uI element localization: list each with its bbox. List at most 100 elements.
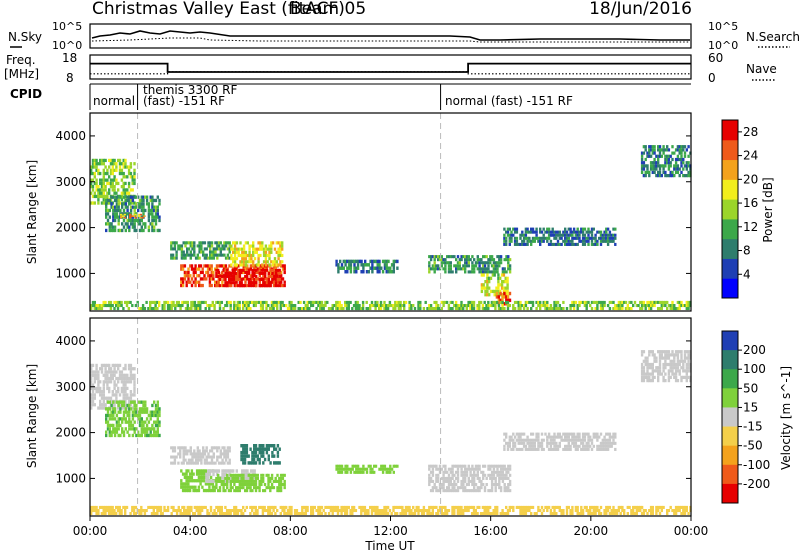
power-cell	[403, 304, 406, 308]
velocity-cell	[118, 363, 122, 368]
power-cell	[519, 233, 522, 237]
velocity-cell	[97, 390, 100, 394]
power-cell	[190, 304, 193, 308]
power-cell	[189, 241, 192, 245]
velocity-cell	[181, 482, 185, 486]
velocity-cell	[355, 464, 358, 468]
velocity-cell	[519, 512, 522, 516]
velocity-cell	[612, 509, 615, 513]
power-cell	[422, 307, 426, 311]
power-cell	[265, 307, 268, 311]
velocity-cell	[140, 512, 143, 516]
power-cell	[264, 260, 268, 264]
velocity-cell	[108, 396, 111, 400]
power-cell	[621, 300, 624, 304]
velocity-cell	[112, 413, 115, 418]
power-cell	[567, 227, 570, 231]
power-y-tick-label: 2000	[55, 221, 86, 235]
velocity-cell	[474, 489, 478, 493]
power-cell	[642, 174, 646, 178]
power-cell	[274, 278, 278, 282]
power-cell	[135, 228, 138, 233]
velocity-cell	[273, 454, 276, 458]
power-cell	[120, 168, 124, 172]
velocity-cell	[610, 441, 613, 445]
velocity-cell	[530, 438, 533, 442]
velocity-cell	[653, 353, 656, 357]
power-cell	[371, 263, 374, 267]
power-cell	[614, 307, 617, 311]
power-cell	[223, 253, 226, 257]
cpid-segment-themis: themis 3300 RF	[143, 83, 237, 97]
power-cell	[362, 270, 365, 274]
power-cell	[657, 170, 660, 175]
velocity-cell	[129, 376, 133, 381]
velocity-cell	[209, 505, 213, 509]
velocity-cell	[480, 470, 483, 474]
velocity-cell	[135, 427, 138, 431]
velocity-cell	[462, 479, 465, 483]
power-cell	[117, 222, 120, 226]
power-cell	[93, 175, 96, 179]
power-cell	[490, 264, 494, 268]
velocity-cell	[262, 473, 265, 477]
power-cell	[183, 270, 187, 275]
power-cell	[649, 145, 653, 149]
power-cell	[433, 307, 436, 311]
power-cell	[93, 171, 96, 176]
velocity-cell	[158, 420, 161, 424]
power-cell	[503, 291, 506, 296]
power-cell	[204, 307, 207, 311]
velocity-cell	[664, 359, 667, 363]
power-cell	[258, 274, 261, 278]
power-cell	[270, 247, 273, 251]
power-cell	[585, 230, 588, 234]
power-cell	[205, 256, 208, 260]
power-cell	[288, 300, 291, 304]
power-cell	[112, 218, 115, 223]
velocity-cell	[171, 461, 175, 465]
velocity-cell	[564, 444, 567, 448]
velocity-cell	[156, 423, 159, 428]
power-cell	[118, 171, 122, 176]
power-cell	[277, 300, 281, 304]
power-cell	[244, 260, 248, 264]
velocity-cell	[642, 375, 646, 380]
power-cell	[194, 267, 197, 271]
power-cell	[219, 250, 222, 254]
power-cell	[117, 188, 120, 192]
velocity-cell	[585, 447, 588, 451]
velocity-cell	[256, 486, 259, 490]
velocity-cell	[100, 367, 104, 371]
velocity-cell	[202, 505, 206, 509]
power-cell	[113, 185, 116, 189]
power-cell	[128, 195, 131, 199]
velocity-cell	[140, 430, 143, 434]
velocity-cell	[513, 435, 517, 439]
velocity-cell	[142, 427, 145, 431]
velocity-cell	[553, 512, 556, 516]
power-cell	[142, 208, 145, 213]
velocity-cell	[231, 479, 234, 483]
power-cell	[603, 239, 606, 243]
velocity-cell	[205, 476, 208, 480]
power-cell	[156, 195, 159, 199]
velocity-cell	[444, 509, 447, 513]
velocity-cell	[467, 476, 470, 480]
velocity-cell	[351, 509, 354, 513]
power-cell	[458, 307, 461, 311]
power-cell	[127, 307, 130, 311]
velocity-cell	[592, 512, 595, 516]
power-cell	[624, 307, 628, 311]
velocity-cell	[489, 473, 492, 477]
power-cell	[499, 283, 502, 287]
velocity-cell	[254, 483, 258, 487]
velocity-cell	[512, 509, 515, 513]
power-cell	[215, 264, 219, 268]
power-cell	[630, 307, 633, 311]
power-cell	[104, 185, 107, 189]
velocity-cell	[149, 417, 152, 421]
power-cell	[664, 161, 667, 165]
velocity-cell	[680, 353, 683, 357]
